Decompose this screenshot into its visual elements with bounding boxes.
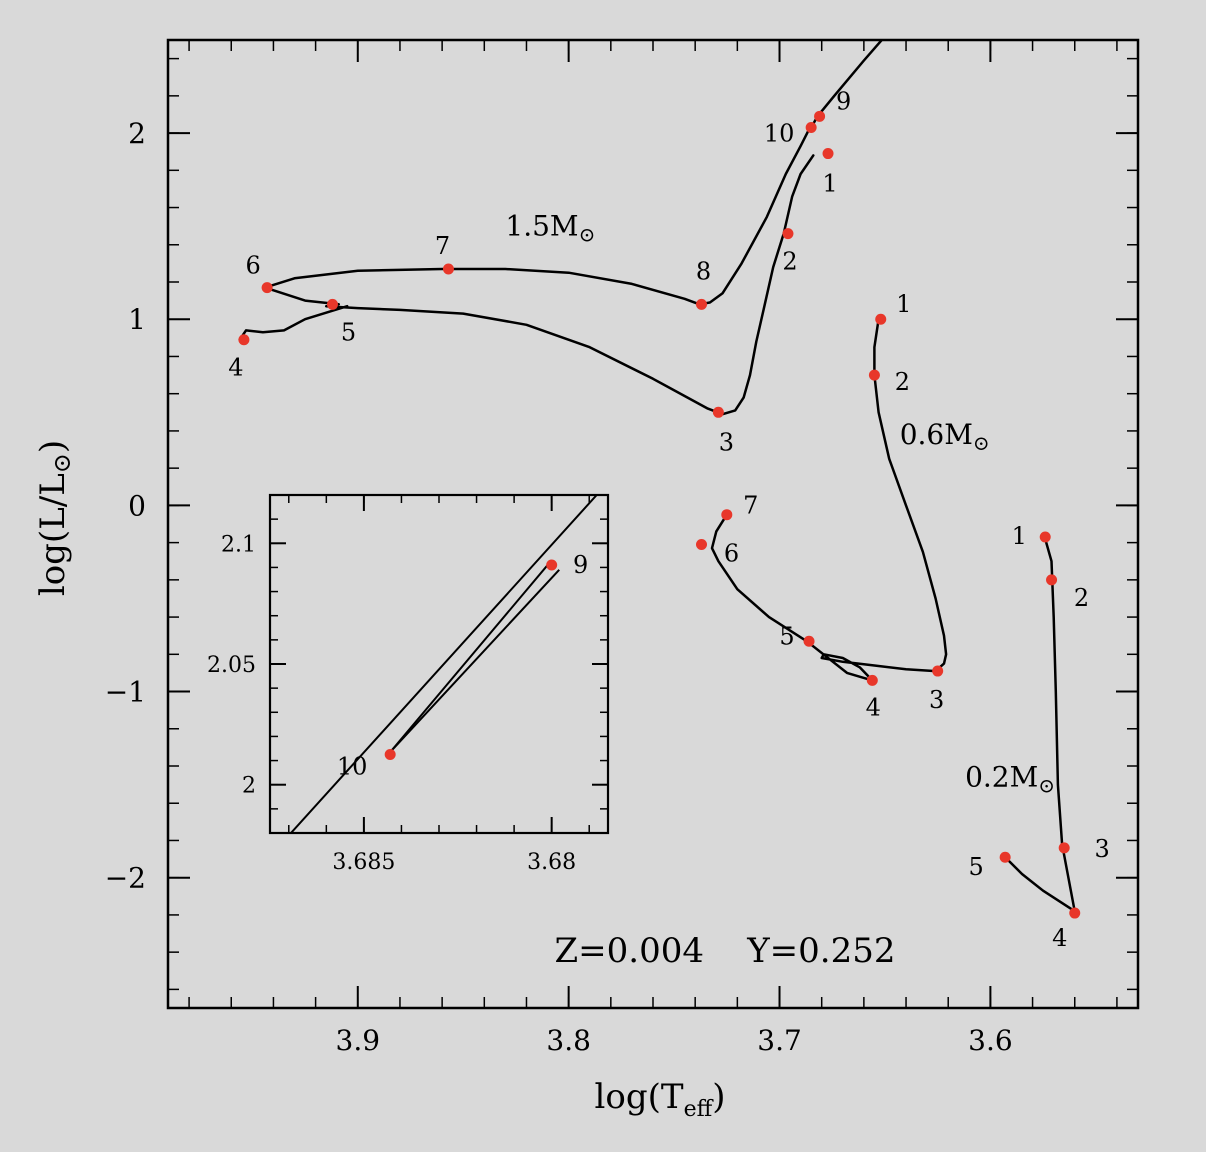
- main-series-0-2M-point-4: [1069, 907, 1081, 919]
- main-series-1-5M-point-6: [261, 282, 273, 294]
- main-series-0-6M-point-4: [866, 674, 878, 686]
- inset-series-0-line-1: [389, 559, 553, 753]
- main-series-1-5M-point-4: [238, 334, 250, 346]
- main-series-0-2M-point-1: [1039, 531, 1051, 543]
- inset-series-0-line-0: [289, 495, 598, 833]
- main-series-1-5M-track-line: [263, 40, 884, 416]
- main-series-0-2M-point-5: [999, 851, 1011, 863]
- main-series-1-5M-point-label-5: 5: [341, 318, 356, 346]
- main-plot-area: 3.9 3.8 3.7 3.6210−1−2123456789101.5M⊙12345…: [105, 38, 1140, 1057]
- main-series-0-6M-point-7: [721, 509, 733, 521]
- main-y-tick-label: −2: [105, 862, 146, 895]
- main-series-0-6M-point-2: [868, 369, 880, 381]
- main-series-1-5M-point-label-4: 4: [228, 354, 243, 382]
- main-x-tick-label: 3.9: [336, 1024, 381, 1057]
- main-series-0-2M-point-label-5: 5: [969, 853, 984, 881]
- inset-series-0-line-2: [389, 569, 560, 753]
- inset-series-0-point-10: [384, 749, 396, 761]
- y-axis-title: log(L/L⊙): [33, 440, 76, 596]
- main-series-1-5M-point-label-6: 6: [245, 252, 260, 280]
- main-series-0-6M-point-label-5: 5: [779, 622, 794, 650]
- main-x-tick-label: 3.6: [968, 1024, 1013, 1057]
- main-series-0-2M-track-line: [1003, 537, 1076, 913]
- inset-y-tick-label: 2.1: [221, 532, 256, 557]
- main-series-0-6M-point-label-7: 7: [743, 492, 758, 520]
- main-series-1-5M-point-1: [822, 148, 834, 160]
- inset-data-layer: [289, 495, 598, 833]
- main-series-0-6M-point-label-3: 3: [929, 686, 944, 714]
- x-axis-title: log(Teff): [595, 1077, 726, 1122]
- main-series-0-6M-point-1: [875, 313, 887, 325]
- inset-x-tick-label: 3.68: [527, 850, 576, 875]
- main-frame: [166, 38, 1140, 1010]
- inset-series-0-point-label-9: 9: [573, 551, 588, 579]
- inset-plot-area: 3.685 3.68 2.1 2.05 2 9 10: [207, 493, 610, 875]
- main-y-tick-label: 1: [128, 303, 146, 336]
- inset-y-tick-label: 2: [242, 774, 256, 799]
- main-x-tick-label: 3.8: [546, 1024, 591, 1057]
- main-series-1-5M-point-3: [712, 406, 724, 418]
- main-series-0-6M-point-label-6: 6: [724, 539, 739, 567]
- main-series-0-2M-point-label-1: 1: [1012, 522, 1027, 550]
- main-series-1-5M-point-2: [782, 228, 794, 240]
- main-y-tick-label: 2: [128, 117, 146, 150]
- main-series-1-5M-point-label-2: 2: [782, 248, 797, 276]
- inset-frame: [268, 493, 610, 835]
- main-series-1-5M-point-5: [326, 298, 338, 310]
- main-series-0-6M-point-5: [803, 635, 815, 647]
- main-series-1-5M-point-label-10: 10: [764, 119, 795, 147]
- inset-series-0-point-9: [546, 559, 558, 571]
- main-series-0-2M-point-label-4: 4: [1052, 924, 1067, 952]
- main-y-tick-label: −1: [105, 676, 146, 709]
- main-series-0-6M-point-label-1: 1: [896, 290, 911, 318]
- main-series-0-6M-point-6: [696, 538, 707, 550]
- main-series-0-6M-point-label-4: 4: [866, 693, 881, 721]
- main-series-1-5M-point-label-9: 9: [836, 87, 851, 115]
- main-series-1-5M-hook-line: [238, 304, 349, 341]
- main-series-1-5M-point-label-1: 1: [822, 170, 837, 198]
- annotation-composition: Z=0.004 Y=0.252: [555, 931, 896, 971]
- main-series-1-5M-point-label-8: 8: [696, 257, 711, 285]
- main-series-0-6M-point-label-2: 2: [895, 368, 910, 396]
- main-series-1-5M-point-label-7: 7: [435, 232, 450, 260]
- main-series-1-5M-point-7: [442, 263, 454, 275]
- main-series-0-2M-point-2: [1046, 574, 1058, 586]
- main-series-0-2M-point-label-2: 2: [1074, 584, 1089, 612]
- main-series-1-5M-point-10: [805, 121, 817, 133]
- main-series-0-2M-name-label: 0.2M⊙: [965, 760, 1055, 797]
- main-series-0-2M-point-3: [1058, 842, 1070, 854]
- main-series-0-6M-name-label: 0.6M⊙: [900, 418, 990, 455]
- main-series-1-5M-point-label-3: 3: [719, 428, 734, 456]
- main-series-0-2M-point-label-3: 3: [1095, 835, 1110, 863]
- main-series-0-6M-track-line: [710, 317, 948, 682]
- main-series-1-5M-point-9: [814, 110, 826, 122]
- inset-x-tick-label: 3.685: [332, 850, 395, 875]
- inset-y-tick-label: 2.05: [207, 653, 256, 678]
- main-y-tick-label: 0: [128, 489, 146, 522]
- main-series-1-5M-point-8: [696, 298, 707, 310]
- main-x-tick-label: 3.7: [757, 1024, 802, 1057]
- main-series-1-5M-name-label: 1.5M⊙: [505, 209, 595, 246]
- inset-series-0-point-label-10: 10: [337, 753, 368, 781]
- main-series-0-6M-point-3: [932, 665, 944, 677]
